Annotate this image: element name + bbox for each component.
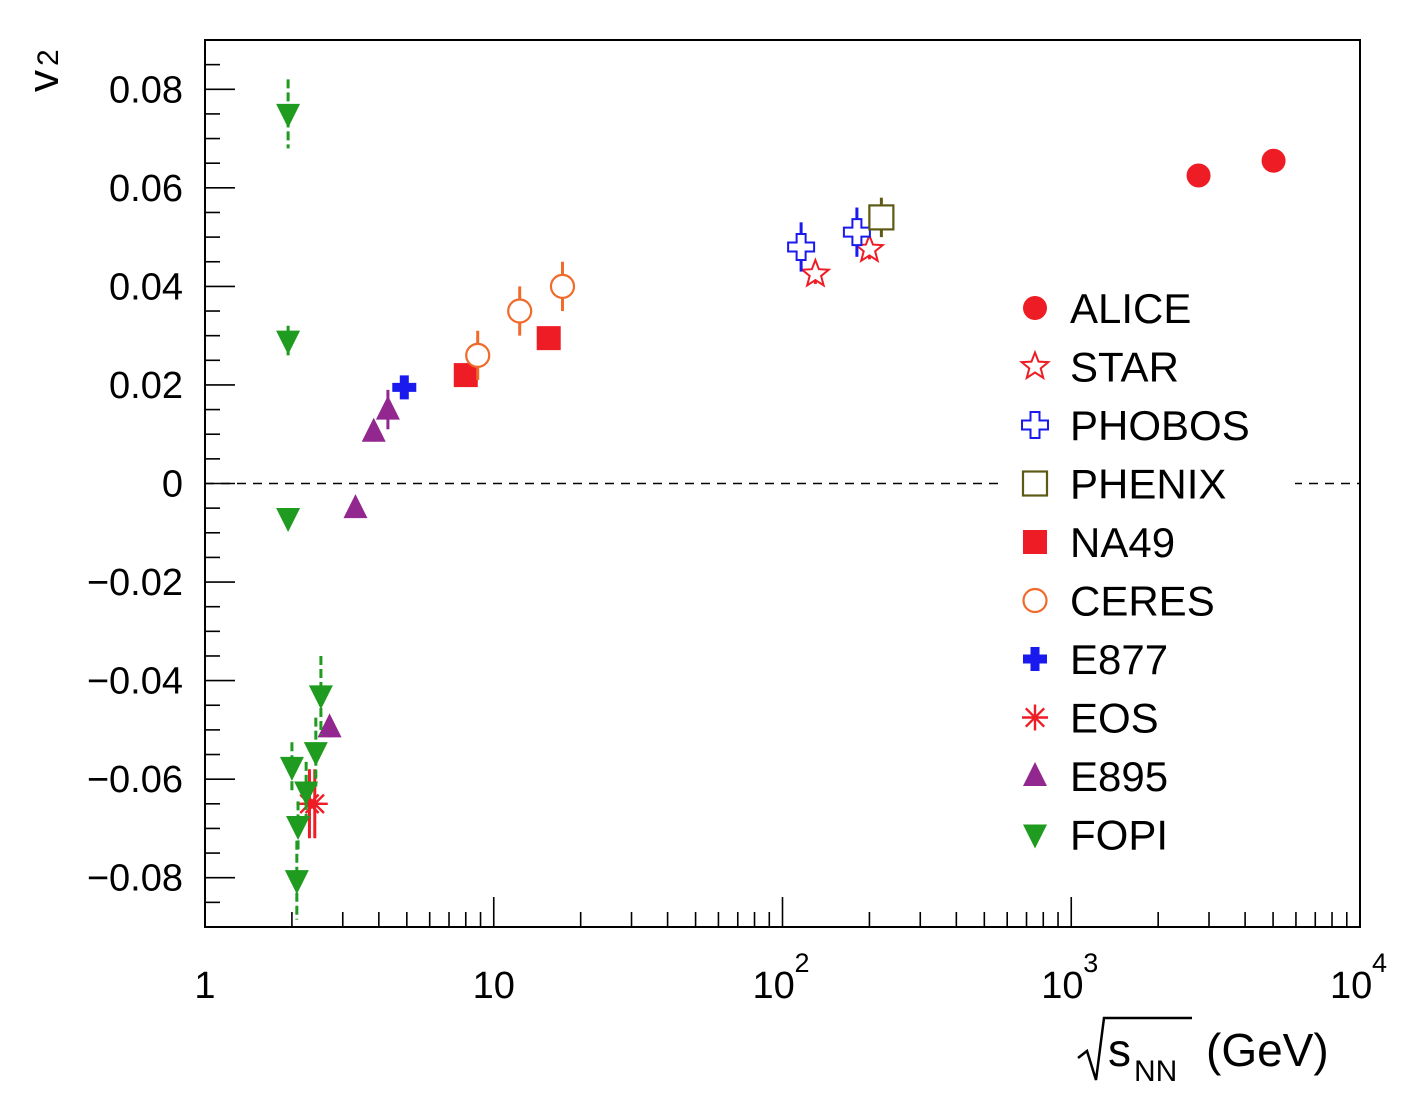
y-tick-label: −0.02 [87,562,183,604]
legend-entry: ALICE [1023,285,1191,332]
data-point [276,103,301,128]
data-point [276,330,301,355]
y-tick-label: 0.04 [109,266,183,308]
legend-marker [1023,296,1047,320]
x-tick-label: 10 [753,965,795,1007]
x-tick-label: 10 [1041,965,1083,1007]
x-tick-exponent: 3 [1083,948,1098,978]
legend-entry: CERES [1022,578,1215,625]
series-na49 [453,326,561,388]
legend-marker [1023,824,1047,849]
asterisk-stroke [1024,707,1046,728]
legend-label: E895 [1070,753,1168,800]
y-tick-label: 0.08 [109,69,183,111]
legend-marker [1023,530,1047,554]
data-point [303,742,328,767]
data-point [284,870,309,895]
legend-marker [1019,349,1051,381]
x-axis-title-unit: (GeV) [1206,1024,1329,1076]
data-point [276,507,301,532]
legend-entry: NA49 [1023,519,1175,566]
legend-marker [1023,647,1047,671]
y-tick-label: −0.08 [87,858,183,900]
data-point [294,781,319,806]
x-tick-label: 10 [473,965,515,1007]
y-axis-title: v [19,70,68,92]
legend-marker [1022,704,1048,731]
series-alice [1186,148,1286,188]
legend-label: E877 [1070,636,1168,683]
legend-label: PHOBOS [1070,402,1250,449]
legend-label: PHENIX [1070,461,1226,508]
data-point [868,204,895,231]
data-point [842,218,871,247]
series-e877 [392,375,417,400]
x-tick-label: 10 [1330,965,1372,1007]
legend-entry: E895 [1023,753,1168,800]
data-point [286,815,311,840]
legend-marker [1021,411,1049,439]
legend-entry: PHOBOS [1021,402,1250,449]
data-point [392,375,417,400]
data-point [549,273,576,299]
data-point [317,713,342,738]
series-e895 [317,389,400,738]
legend-entry: E877 [1023,636,1168,683]
data-point [799,257,832,288]
y-tick-label: 0.06 [109,168,183,210]
series-phenix [868,197,895,238]
data-point [536,326,561,351]
legend-label: NA49 [1070,519,1175,566]
data-point [279,756,304,781]
legend-entry: STAR [1019,344,1179,391]
legend-entry: FOPI [1023,812,1168,859]
legend-marker [1022,587,1048,614]
data-point [1261,148,1286,173]
data-point [1186,163,1211,188]
y-tick-label: 0 [162,464,183,506]
asterisk-stroke [304,793,325,814]
y-axis-title-subscript: 2 [32,49,65,66]
x-tick-exponent: 4 [1372,948,1387,978]
legend-marker [1021,470,1049,497]
series-phobos [787,207,871,272]
legend-label: EOS [1070,695,1159,742]
legend-label: ALICE [1070,285,1191,332]
series-ceres [465,261,576,381]
legend-label: STAR [1070,344,1179,391]
x-axis-title: s [1108,1024,1131,1076]
legend-entry: EOS [1022,695,1159,742]
x-tick-exponent: 2 [795,948,810,978]
data-point [375,395,400,420]
legend-background [1000,290,1295,895]
x-axis-title-subscript: NN [1134,1055,1177,1088]
data-point [507,298,533,324]
x-tick-label: 1 [194,965,215,1007]
legend-label: CERES [1070,578,1215,625]
series-fopi [276,79,333,920]
y-tick-label: −0.06 [87,759,183,801]
legend-marker [1023,762,1047,786]
sqrt-symbol [1077,1016,1192,1081]
data-point [361,417,386,442]
data-point [308,685,333,710]
legend-entry: PHENIX [1021,461,1226,508]
data-point [343,494,368,519]
data-point [465,342,491,368]
data-point [787,232,816,261]
y-tick-label: 0.02 [109,365,183,407]
y-tick-label: −0.04 [87,661,183,703]
legend-label: FOPI [1070,812,1168,859]
